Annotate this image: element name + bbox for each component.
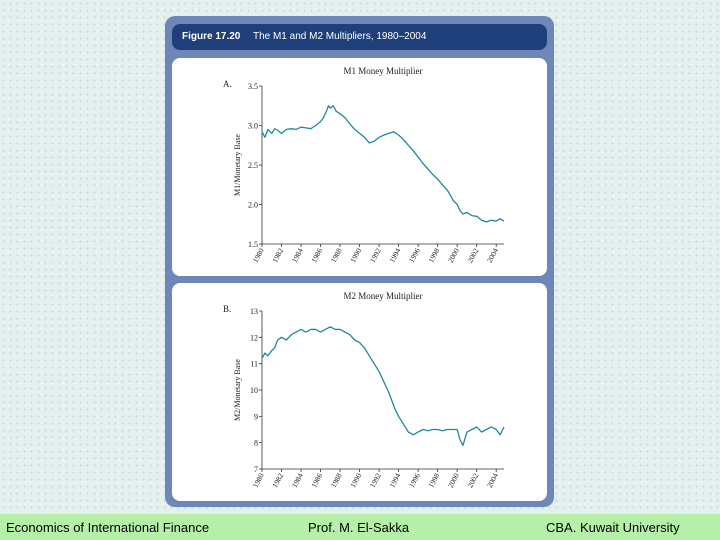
x-tick-label: 1998 (426, 246, 441, 264)
x-tick-label: 1980 (251, 471, 266, 489)
x-tick-label: 1986 (309, 246, 324, 264)
footer-bar: Economics of International Finance Prof.… (0, 514, 720, 540)
y-tick-label: 2.5 (248, 161, 258, 170)
panel-m2: B. M2 Money Multiplier M2/Monetary Base 7 8 9… (172, 283, 547, 501)
footer-institution: CBA. Kuwait University (546, 520, 680, 535)
footer-author: Prof. M. El-Sakka (308, 520, 410, 535)
y-tick-label: 3.0 (248, 122, 258, 131)
m2-chart: B. M2 Money Multiplier M2/Monetary Base 7 8 9… (223, 291, 505, 489)
series-line (261, 326, 505, 446)
series-line (261, 105, 505, 223)
x-tick-label: 2000 (446, 246, 461, 264)
x-tick-label: 1982 (270, 246, 285, 264)
x-tick-label: 1980 (251, 246, 266, 264)
y-tick-label: 8 (254, 439, 258, 448)
x-tick-label: 1984 (290, 246, 305, 264)
y-tick-label: 12 (250, 333, 258, 342)
m1-chart: A. M1 Money Multiplier M1/Monetary Base 1.5… (223, 66, 505, 264)
x-tick-label: 1996 (407, 471, 422, 489)
x-tick-label: 2000 (446, 471, 461, 489)
chart-title: M1 Money Multiplier (344, 66, 423, 76)
figure-header: Figure 17.20 The M1 and M2 Multipliers, … (172, 24, 547, 50)
x-tick-label: 1986 (309, 471, 324, 489)
figure-frame: Figure 17.20 The M1 and M2 Multipliers, … (165, 16, 554, 507)
x-tick-label: 2004 (485, 246, 500, 264)
panel-m1: A. M1 Money Multiplier M1/Monetary Base 1.5… (172, 58, 547, 276)
x-tick-label: 2004 (485, 471, 500, 489)
chart-title: M2 Money Multiplier (344, 291, 423, 301)
y-tick-label: 10 (250, 386, 258, 395)
y-tick-label: 2.0 (248, 201, 258, 210)
x-tick-label: 1994 (387, 246, 402, 264)
y-tick-label: 13 (250, 307, 258, 316)
y-tick-label: 9 (254, 412, 258, 421)
x-tick-label: 1988 (329, 246, 344, 264)
x-tick-label: 1988 (329, 471, 344, 489)
x-tick-label: 1990 (348, 471, 363, 489)
x-tick-label: 1996 (407, 246, 422, 264)
x-tick-label: 1982 (270, 471, 285, 489)
x-tick-label: 1992 (368, 471, 383, 489)
y-tick-label: 11 (250, 360, 258, 369)
y-tick-label: 7 (254, 465, 258, 474)
x-tick-label: 1994 (387, 471, 402, 489)
footer-course: Economics of International Finance (6, 520, 210, 535)
y-tick-label: 3.5 (248, 82, 258, 91)
x-tick-label: 1992 (368, 246, 383, 264)
x-tick-label: 1998 (426, 471, 441, 489)
x-tick-label: 1984 (290, 471, 305, 489)
x-tick-label: 2002 (465, 246, 480, 264)
figure-title: The M1 and M2 Multipliers, 1980–2004 (252, 31, 427, 42)
panel-label: B. (223, 304, 231, 314)
x-tick-label: 1990 (348, 246, 363, 264)
y-tick-label: 1.5 (248, 240, 258, 249)
figure-number: Figure 17.20 (182, 31, 241, 42)
panel-label: A. (223, 79, 232, 89)
y-axis-label: M1/Monetary Base (233, 134, 242, 196)
y-axis-label: M2/Monetary Base (233, 359, 242, 421)
x-tick-label: 2002 (465, 471, 480, 489)
